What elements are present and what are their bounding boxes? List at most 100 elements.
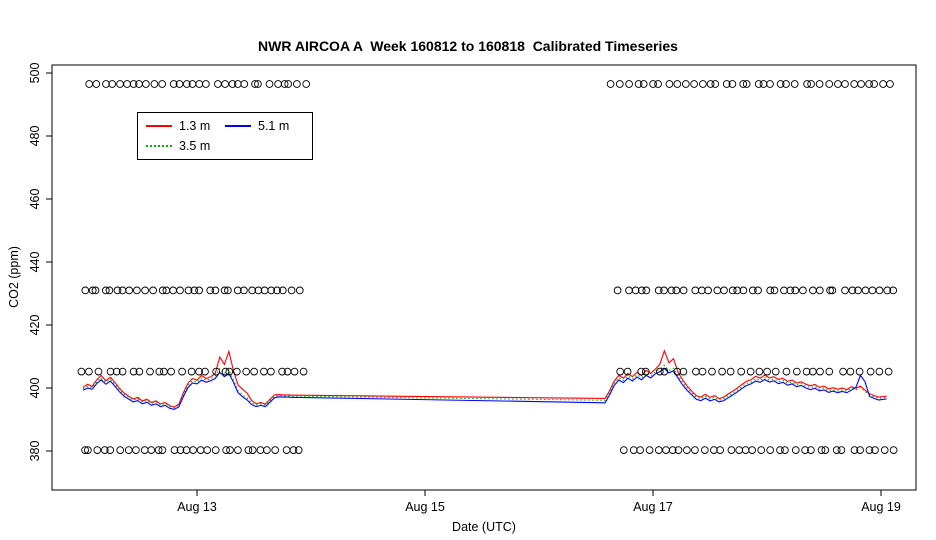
reference-gas-marker — [202, 80, 210, 88]
reference-gas-marker — [158, 446, 167, 454]
reference-gas-marker — [271, 446, 280, 454]
series-line-3.5-m — [82, 364, 887, 409]
reference-gas-marker — [623, 367, 632, 376]
reference-gas-marker — [254, 286, 263, 295]
reference-gas-marker — [884, 367, 893, 376]
reference-gas-marker — [790, 80, 799, 88]
reference-gas-marker — [637, 286, 646, 295]
reference-gas-marker — [803, 80, 811, 88]
reference-gas-marker — [855, 367, 864, 376]
reference-gas-marker — [759, 80, 768, 88]
y-tick-label: 500 — [28, 63, 42, 84]
legend-label: 3.5 m — [179, 139, 211, 153]
reference-gas-marker — [886, 80, 894, 88]
reference-gas-marker — [636, 446, 644, 454]
reference-gas-marker — [771, 367, 780, 376]
reference-gas-marker — [273, 286, 281, 295]
reference-gas-marker — [105, 286, 114, 295]
reference-gas-marker — [240, 286, 248, 295]
reference-gas-marker — [662, 446, 670, 454]
y-axis-label: CO2 (ppm) — [7, 246, 21, 308]
reference-gas-marker — [642, 286, 651, 295]
reference-gas-marker — [85, 80, 94, 88]
reference-gas-marker — [839, 367, 847, 376]
reference-gas-marker — [781, 446, 789, 454]
reference-gas-marker — [234, 446, 242, 454]
reference-gas-marker — [160, 367, 168, 376]
reference-gas-marker — [201, 367, 209, 376]
reference-gas-marker — [182, 80, 191, 88]
reference-gas-marker — [826, 286, 834, 295]
x-tick-label: Aug 15 — [405, 500, 445, 514]
reference-gas-marker — [129, 367, 138, 376]
reference-gas-marker — [716, 446, 724, 454]
x-tick-label: Aug 19 — [861, 500, 901, 514]
reference-gas-marker — [248, 446, 257, 454]
reference-gas-marker — [739, 80, 748, 88]
reference-gas-marker — [290, 367, 299, 376]
reference-gas-marker — [176, 286, 184, 295]
reference-gas-marker — [799, 286, 807, 295]
reference-gas-marker — [222, 446, 230, 454]
reference-gas-marker — [708, 367, 716, 376]
reference-gas-marker — [722, 80, 731, 88]
reference-gas-marker — [195, 286, 203, 295]
reference-gas-marker — [673, 80, 682, 88]
reference-gas-marker — [176, 446, 185, 454]
reference-gas-marker — [726, 367, 735, 376]
reference-gas-marker — [754, 286, 762, 295]
reference-gas-marker — [124, 446, 133, 454]
reference-gas-marker — [741, 446, 750, 454]
reference-gas-marker — [615, 80, 624, 88]
legend-entry-5-1m: 5.1 m — [225, 119, 304, 133]
reference-gas-marker — [118, 286, 127, 295]
reference-gas-marker — [135, 367, 144, 376]
reference-gas-marker — [697, 286, 706, 295]
reference-gas-marker — [267, 367, 275, 376]
reference-gas-marker — [880, 446, 889, 454]
y-tick-label: 380 — [28, 441, 42, 462]
reference-gas-marker — [848, 286, 857, 295]
reference-gas-marker — [634, 80, 643, 88]
reference-gas-marker — [711, 80, 720, 88]
reference-gas-marker — [158, 80, 167, 88]
reference-gas-marker — [94, 367, 103, 376]
reference-gas-marker — [791, 446, 800, 454]
reference-gas-marker — [733, 286, 742, 295]
reference-gas-marker — [782, 80, 790, 88]
reference-gas-marker — [735, 446, 744, 454]
reference-gas-marker — [672, 286, 681, 295]
legend-entry-3-5m: 3.5 m — [146, 139, 225, 153]
reference-gas-marker — [668, 446, 677, 454]
reference-gas-marker — [212, 367, 221, 376]
reference-gas-marker — [875, 367, 884, 376]
reference-gas-marker — [639, 80, 648, 88]
reference-gas-marker — [655, 367, 664, 376]
reference-gas-marker — [654, 286, 663, 295]
reference-gas-marker — [265, 80, 274, 88]
reference-gas-marker — [889, 446, 898, 454]
reference-gas-marker — [846, 367, 855, 376]
reference-gas-marker — [821, 446, 830, 454]
reference-gas-marker — [85, 367, 93, 376]
reference-gas-marker — [242, 367, 251, 376]
reference-gas-marker — [184, 286, 193, 295]
reference-gas-marker — [81, 286, 90, 295]
reference-gas-marker — [857, 80, 865, 88]
reference-gas-marker — [850, 446, 859, 454]
reference-gas-marker — [169, 80, 178, 88]
reference-gas-marker — [133, 286, 141, 295]
reference-gas-marker — [699, 80, 707, 88]
reference-gas-marker — [244, 446, 253, 454]
reference-gas-marker — [776, 446, 784, 454]
reference-gas-marker — [746, 367, 755, 376]
reference-gas-marker — [289, 446, 298, 454]
reference-gas-marker — [108, 80, 117, 88]
reference-gas-marker — [84, 446, 92, 454]
reference-gas-marker — [631, 286, 640, 295]
reference-gas-marker — [113, 286, 122, 295]
reference-gas-marker — [616, 367, 625, 376]
chart-legend: 1.3 m 5.1 m 3.5 m — [137, 112, 313, 160]
x-axis-label: Date (UTC) — [452, 520, 516, 534]
reference-gas-marker — [809, 286, 817, 295]
